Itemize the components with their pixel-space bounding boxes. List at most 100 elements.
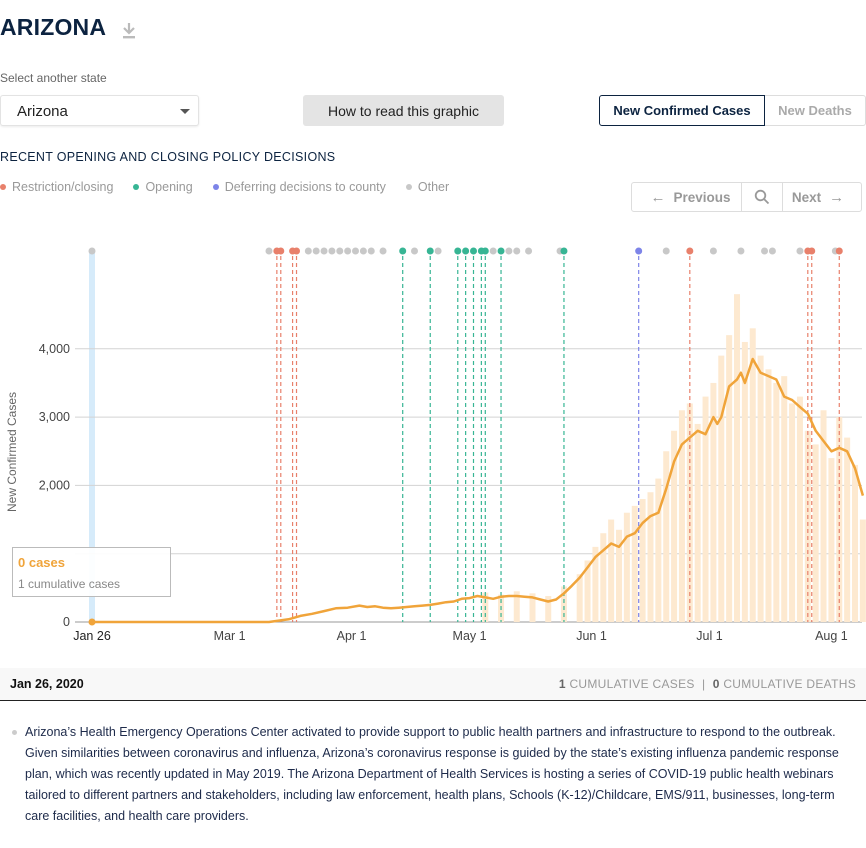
daily-bar (741, 341, 748, 622)
daily-bar (796, 396, 803, 622)
policy-event-dot (761, 247, 769, 255)
state-select[interactable]: Arizona (0, 95, 199, 126)
policy-event-dot (835, 247, 843, 255)
legend-dot-restriction (0, 184, 6, 190)
selected-date: Jan 26, 2020 (10, 677, 84, 691)
daily-bar (702, 396, 709, 622)
daily-bar (694, 423, 701, 622)
selected-day-highlight (89, 252, 95, 622)
legend-label-other: Other (417, 180, 450, 194)
daily-bar (852, 464, 859, 622)
policy-heading: RECENT OPENING AND CLOSING POLICY DECISI… (0, 150, 336, 164)
policy-event-dot (768, 247, 776, 255)
policy-event-dot (265, 247, 273, 255)
daily-bar (710, 382, 717, 622)
state-select-value: Arizona (17, 103, 68, 120)
daily-bar (592, 546, 599, 622)
page-title: ARIZONA (0, 14, 107, 40)
daily-bar (576, 574, 583, 622)
daily-bar (765, 369, 772, 622)
hover-tooltip: 0 cases 1 cumulative cases (12, 547, 171, 597)
daily-bar (734, 294, 741, 622)
daily-bar (781, 376, 788, 622)
policy-event-dot (379, 247, 387, 255)
previous-label: Previous (673, 189, 731, 205)
daily-bar (749, 328, 756, 622)
daily-bar (859, 519, 866, 622)
daily-bar (773, 382, 780, 622)
legend-label-restriction: Restriction/closing (12, 180, 114, 194)
policy-event-dot (328, 247, 336, 255)
x-tick-label: Aug 1 (815, 629, 848, 643)
x-tick-label: Mar 1 (214, 629, 246, 643)
daily-bar (678, 410, 685, 622)
cumulative-cases-label: CUMULATIVE CASES (569, 677, 695, 691)
daily-bar (812, 444, 819, 622)
x-tick-label: Jul 1 (696, 629, 722, 643)
tooltip-cases: 0 cases (18, 555, 65, 570)
x-tick-label: Jun 1 (576, 629, 607, 643)
policy-event-dot (560, 247, 568, 255)
legend-item-restriction: Restriction/closing (0, 180, 113, 194)
legend-label-deferring: Deferring decisions to county (224, 180, 386, 194)
x-tick-label: May 1 (453, 629, 487, 643)
selected-point-marker (88, 618, 96, 626)
policy-legend: Restriction/closing Opening Deferring de… (0, 180, 469, 194)
policy-event-dot (462, 247, 470, 255)
y-tick-label: 0 (63, 615, 70, 629)
policy-event-dot (454, 247, 462, 255)
daily-bar (671, 430, 678, 622)
tooltip-cumulative: 1 cumulative cases (18, 577, 121, 591)
download-icon[interactable] (121, 22, 137, 40)
daily-bar (820, 410, 827, 622)
legend-dot-deferring (212, 184, 219, 190)
x-tick-label: Jan 26 (73, 629, 111, 643)
cumulative-stats: 1 CUMULATIVE CASES | 0 CUMULATIVE DEATHS (559, 677, 856, 691)
next-label: Next (791, 189, 822, 205)
new-deaths-button[interactable]: New Deaths (765, 95, 866, 126)
search-icon (754, 189, 770, 205)
daily-bar (718, 355, 725, 622)
how-to-read-button[interactable]: How to read this graphic (303, 95, 504, 126)
previous-button[interactable]: ← Previous (632, 183, 742, 211)
daily-bar (560, 586, 567, 622)
daily-bar (836, 417, 843, 622)
legend-dot-other (405, 184, 412, 190)
y-tick-label: 3,000 (39, 410, 70, 424)
daily-bar (584, 560, 591, 622)
policy-event-dot (277, 247, 285, 255)
state-select-label: Select another state (0, 71, 107, 85)
y-axis-label: New Confirmed Cases (5, 392, 19, 512)
daily-bar (529, 593, 536, 622)
daily-bar (545, 596, 552, 622)
legend-label-opening: Opening (145, 180, 193, 194)
arrow-left-icon: ← (650, 188, 666, 206)
legend-dot-opening (133, 184, 140, 190)
policy-event-dot (293, 247, 301, 255)
arrow-right-icon: → (829, 188, 845, 206)
selected-date-row: Jan 26, 2020 1 CUMULATIVE CASES | 0 CUMU… (0, 668, 866, 701)
daily-bar (844, 437, 851, 622)
policy-event-dot (513, 247, 521, 255)
description-bullet (12, 730, 17, 735)
policy-event-dot (434, 247, 442, 255)
daily-bar (726, 335, 733, 622)
daily-bar (686, 403, 693, 622)
policy-event-dot (344, 247, 352, 255)
daily-bar (631, 505, 638, 622)
policy-event-dot (312, 247, 320, 255)
policy-event-dot (808, 247, 816, 255)
legend-item-deferring: Deferring decisions to county (212, 180, 386, 194)
policy-event-dot (709, 247, 717, 255)
daily-bar (639, 499, 646, 622)
policy-event-dot (470, 247, 478, 255)
new-confirmed-cases-button[interactable]: New Confirmed Cases (599, 95, 765, 126)
policy-event-dot (505, 247, 513, 255)
next-button[interactable]: Next → (783, 183, 861, 211)
daily-bar (616, 529, 623, 622)
search-button[interactable] (742, 183, 783, 211)
policy-event-dot (796, 247, 804, 255)
policy-event-dot (525, 247, 533, 255)
x-tick-label: Apr 1 (337, 629, 367, 643)
y-tick-label: 4,000 (39, 342, 70, 356)
